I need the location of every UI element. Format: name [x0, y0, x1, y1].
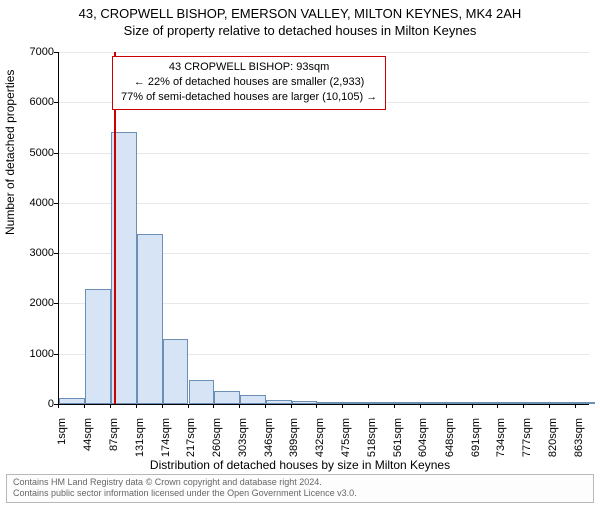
histogram-bar [473, 402, 499, 404]
footer-line-2: Contains public sector information licen… [13, 488, 587, 500]
y-tick-mark [54, 153, 58, 154]
x-tick-mark [58, 404, 59, 408]
x-tick-mark [368, 404, 369, 408]
x-tick-label: 820sqm [547, 418, 559, 457]
x-tick-mark [523, 404, 524, 408]
y-tick-label: 6000 [30, 96, 54, 108]
x-tick-label: 1sqm [56, 418, 68, 445]
histogram-bar [369, 402, 395, 404]
x-tick-mark [575, 404, 576, 408]
y-tick-label: 1000 [30, 348, 54, 360]
y-axis-label: Number of detached properties [3, 70, 17, 235]
x-tick-mark [188, 404, 189, 408]
histogram-bar [85, 289, 111, 404]
plot-area: 43 CROPWELL BISHOP: 93sqm ← 22% of detac… [58, 52, 589, 405]
x-tick-mark [162, 404, 163, 408]
y-tick-label: 4000 [30, 197, 54, 209]
histogram-bar [447, 402, 473, 404]
histogram-bar [189, 380, 215, 404]
y-tick-mark [54, 102, 58, 103]
x-tick-label: 432sqm [314, 418, 326, 457]
gridline [59, 153, 589, 154]
y-tick-mark [54, 303, 58, 304]
gridline [59, 52, 589, 53]
x-tick-label: 604sqm [418, 418, 430, 457]
x-tick-label: 303sqm [237, 418, 249, 457]
gridline [59, 203, 589, 204]
info-line-1: 43 CROPWELL BISHOP: 93sqm [121, 60, 377, 75]
histogram-bar [240, 395, 266, 404]
histogram-bar [266, 400, 292, 404]
info-box: 43 CROPWELL BISHOP: 93sqm ← 22% of detac… [112, 56, 386, 110]
histogram-bar [343, 402, 369, 404]
histogram-bar [317, 402, 343, 404]
x-tick-mark [549, 404, 550, 408]
info-line-3: 77% of semi-detached houses are larger (… [121, 90, 377, 105]
x-tick-mark [213, 404, 214, 408]
y-tick-mark [54, 253, 58, 254]
histogram-bar [524, 402, 550, 404]
histogram-bar [498, 402, 524, 404]
histogram-bar [163, 339, 189, 404]
x-tick-mark [136, 404, 137, 408]
y-tick-mark [54, 52, 58, 53]
info-line-2: ← 22% of detached houses are smaller (2,… [121, 75, 377, 90]
x-tick-label: 691sqm [470, 418, 482, 457]
x-tick-label: 863sqm [573, 418, 585, 457]
x-tick-label: 475sqm [340, 418, 352, 457]
x-tick-mark [239, 404, 240, 408]
histogram-bar [292, 401, 318, 404]
chart-title-main: 43, CROPWELL BISHOP, EMERSON VALLEY, MIL… [0, 6, 600, 21]
x-tick-mark [110, 404, 111, 408]
chart-container: 43, CROPWELL BISHOP, EMERSON VALLEY, MIL… [0, 6, 600, 506]
x-tick-mark [472, 404, 473, 408]
x-tick-mark [497, 404, 498, 408]
x-tick-mark [446, 404, 447, 408]
x-tick-mark [420, 404, 421, 408]
x-tick-label: 174sqm [160, 418, 172, 457]
y-tick-label: 3000 [30, 247, 54, 259]
x-tick-label: 44sqm [82, 418, 94, 451]
x-tick-mark [84, 404, 85, 408]
x-tick-label: 518sqm [366, 418, 378, 457]
histogram-bar [395, 402, 421, 404]
x-tick-label: 777sqm [521, 418, 533, 457]
x-tick-label: 131sqm [134, 418, 146, 457]
chart-title-sub: Size of property relative to detached ho… [0, 23, 600, 38]
x-tick-mark [316, 404, 317, 408]
x-tick-label: 87sqm [108, 418, 120, 451]
footer-attribution: Contains HM Land Registry data © Crown c… [6, 474, 594, 503]
x-tick-mark [291, 404, 292, 408]
histogram-bar [214, 391, 240, 404]
x-tick-label: 389sqm [289, 418, 301, 457]
x-tick-label: 346sqm [263, 418, 275, 457]
y-tick-label: 2000 [30, 297, 54, 309]
x-tick-label: 648sqm [444, 418, 456, 457]
x-tick-mark [342, 404, 343, 408]
footer-line-1: Contains HM Land Registry data © Crown c… [13, 477, 587, 489]
x-tick-mark [394, 404, 395, 408]
histogram-bar [421, 402, 447, 404]
x-tick-label: 734sqm [495, 418, 507, 457]
x-tick-label: 561sqm [392, 418, 404, 457]
x-tick-label: 260sqm [211, 418, 223, 457]
histogram-bar [59, 398, 85, 404]
y-tick-label: 5000 [30, 147, 54, 159]
x-tick-mark [265, 404, 266, 408]
y-tick-label: 7000 [30, 46, 54, 58]
x-tick-label: 217sqm [186, 418, 198, 457]
y-tick-mark [54, 203, 58, 204]
y-tick-mark [54, 354, 58, 355]
histogram-bar [137, 234, 163, 404]
histogram-bar [570, 402, 596, 404]
x-axis-label: Distribution of detached houses by size … [0, 458, 600, 472]
